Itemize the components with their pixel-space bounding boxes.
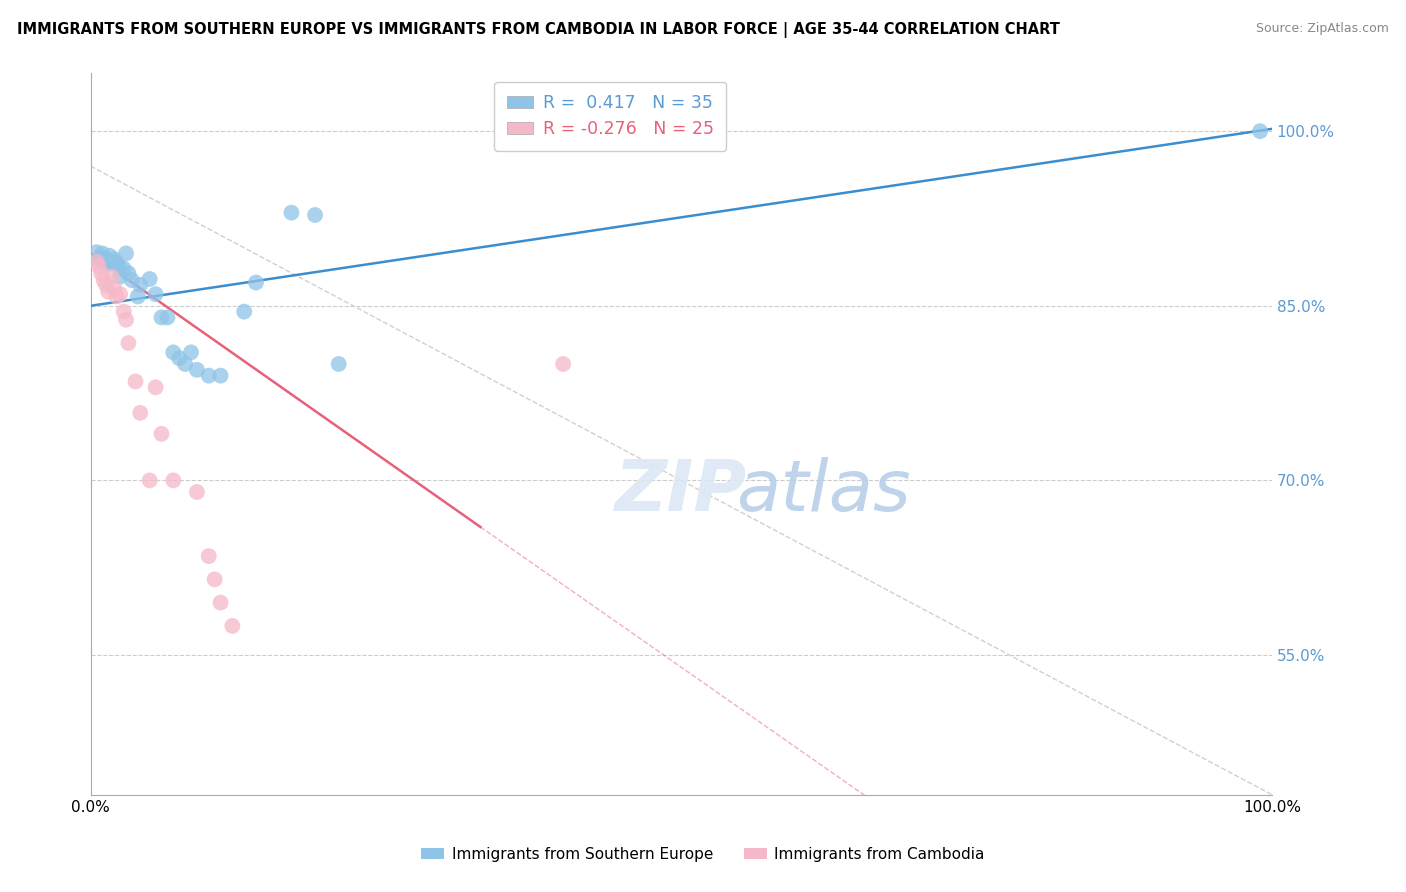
Point bbox=[233, 304, 256, 318]
Point bbox=[197, 549, 219, 563]
Point bbox=[186, 485, 208, 500]
Text: atlas: atlas bbox=[735, 457, 910, 526]
Point bbox=[89, 251, 111, 265]
Point bbox=[117, 266, 139, 280]
Point bbox=[90, 266, 112, 280]
Point bbox=[103, 281, 125, 295]
Point bbox=[96, 254, 118, 268]
Point bbox=[328, 357, 350, 371]
Point bbox=[117, 336, 139, 351]
Point bbox=[180, 345, 202, 359]
Text: IMMIGRANTS FROM SOUTHERN EUROPE VS IMMIGRANTS FROM CAMBODIA IN LABOR FORCE | AGE: IMMIGRANTS FROM SOUTHERN EUROPE VS IMMIG… bbox=[17, 22, 1060, 38]
Point bbox=[150, 426, 173, 441]
Point bbox=[101, 269, 124, 284]
Point bbox=[145, 287, 167, 301]
Point bbox=[174, 357, 197, 371]
Point bbox=[138, 272, 160, 286]
Point bbox=[280, 205, 302, 219]
Legend: R =  0.417   N = 35, R = -0.276   N = 25: R = 0.417 N = 35, R = -0.276 N = 25 bbox=[495, 82, 727, 151]
Point bbox=[103, 252, 125, 267]
Point bbox=[138, 474, 160, 488]
Point bbox=[129, 277, 152, 292]
Point bbox=[115, 312, 138, 326]
Point bbox=[129, 406, 152, 420]
Point bbox=[204, 572, 226, 586]
Point bbox=[186, 363, 208, 377]
Point bbox=[105, 289, 128, 303]
Point bbox=[108, 269, 131, 284]
Point bbox=[105, 256, 128, 270]
Point bbox=[94, 252, 117, 267]
Point bbox=[87, 259, 110, 273]
Point bbox=[112, 304, 135, 318]
Point bbox=[121, 273, 143, 287]
Point bbox=[162, 474, 184, 488]
Point bbox=[93, 273, 115, 287]
Point bbox=[94, 277, 117, 292]
Point bbox=[108, 287, 131, 301]
Point bbox=[98, 249, 121, 263]
Point bbox=[167, 351, 190, 366]
Text: Source: ZipAtlas.com: Source: ZipAtlas.com bbox=[1256, 22, 1389, 36]
Point bbox=[86, 245, 108, 260]
Point bbox=[162, 345, 184, 359]
Point bbox=[97, 257, 120, 271]
Point bbox=[1249, 124, 1271, 138]
Text: ZIP: ZIP bbox=[616, 457, 748, 526]
Point bbox=[209, 368, 232, 383]
Point bbox=[91, 246, 114, 260]
Point bbox=[145, 380, 167, 394]
Point bbox=[86, 254, 108, 268]
Point bbox=[101, 256, 124, 270]
Legend: Immigrants from Southern Europe, Immigrants from Cambodia: Immigrants from Southern Europe, Immigra… bbox=[415, 841, 991, 868]
Point bbox=[553, 357, 575, 371]
Point bbox=[127, 289, 149, 303]
Point bbox=[112, 261, 135, 276]
Point bbox=[150, 310, 173, 325]
Point bbox=[245, 276, 267, 290]
Point bbox=[221, 619, 243, 633]
Point bbox=[115, 246, 138, 260]
Point bbox=[197, 368, 219, 383]
Point bbox=[124, 375, 146, 389]
Point bbox=[304, 208, 326, 222]
Point bbox=[97, 285, 120, 299]
Point bbox=[108, 259, 131, 273]
Point bbox=[209, 596, 232, 610]
Point bbox=[156, 310, 179, 325]
